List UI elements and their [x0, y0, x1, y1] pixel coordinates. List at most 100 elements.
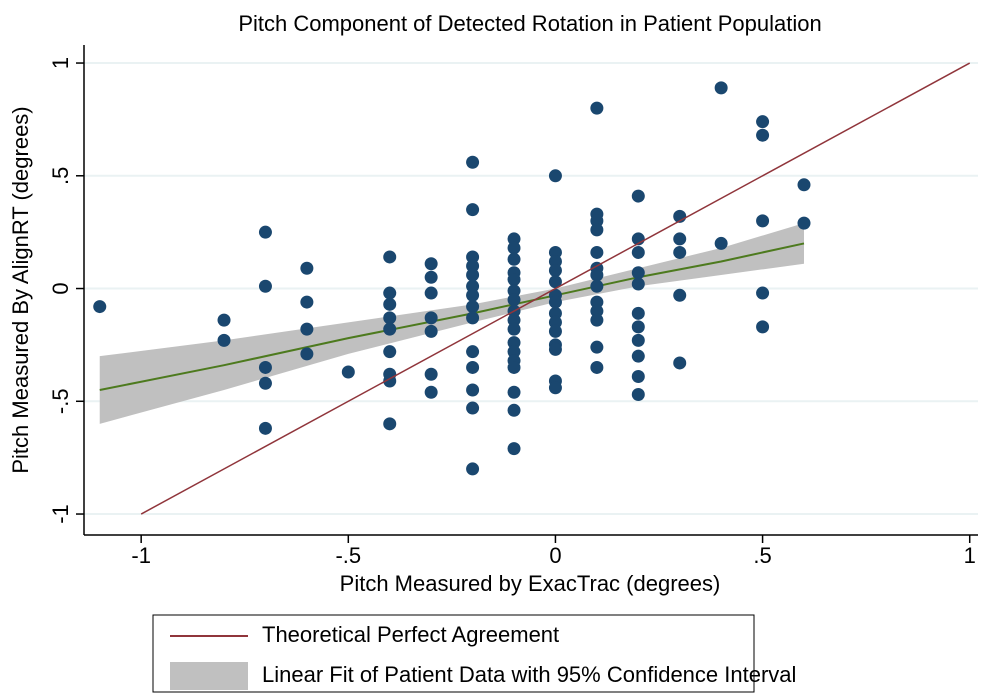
scatter-point — [383, 311, 397, 325]
x-tick-label: -.5 — [335, 543, 361, 568]
scatter-point — [548, 381, 562, 395]
scatter-point — [673, 288, 687, 302]
scatter-point — [507, 345, 521, 359]
scatter-point — [466, 401, 480, 415]
scatter-point — [507, 232, 521, 246]
scatter-point — [548, 306, 562, 320]
scatter-point — [466, 155, 480, 169]
scatter-point — [507, 336, 521, 350]
scatter-point — [590, 279, 604, 293]
scatter-point — [258, 421, 272, 435]
scatter-point — [507, 322, 521, 336]
legend-swatch — [170, 662, 248, 690]
scatter-point — [590, 340, 604, 354]
scatter-point — [507, 293, 521, 307]
scatter-point — [424, 385, 438, 399]
scatter-point — [424, 270, 438, 284]
y-tick-label: 0 — [48, 282, 73, 294]
scatter-point — [507, 313, 521, 327]
scatter-point — [548, 169, 562, 183]
scatter-point — [466, 259, 480, 273]
scatter-point — [424, 257, 438, 271]
x-tick-label: .5 — [753, 543, 771, 568]
scatter-point — [590, 268, 604, 282]
scatter-point — [590, 360, 604, 374]
scatter-point — [217, 333, 231, 347]
legend-label: Linear Fit of Patient Data with 95% Conf… — [262, 662, 796, 687]
scatter-point — [631, 349, 645, 363]
legend-box — [152, 614, 755, 693]
scatter-point — [756, 286, 770, 300]
y-tick-label: 1 — [48, 57, 73, 69]
scatter-point — [383, 286, 397, 300]
scatter-point — [466, 203, 480, 217]
scatter-point — [466, 462, 480, 476]
scatter-point — [341, 365, 355, 379]
scatter-point — [714, 81, 728, 95]
scatter-point — [217, 313, 231, 327]
legend-label: Theoretical Perfect Agreement — [262, 622, 559, 647]
scatter-point — [631, 388, 645, 402]
scatter-point — [548, 324, 562, 338]
scatter-point — [383, 297, 397, 311]
scatter-point — [631, 277, 645, 291]
scatter-point — [466, 360, 480, 374]
scatter-point — [548, 254, 562, 268]
scatter-point — [548, 295, 562, 309]
scatter-point — [466, 345, 480, 359]
x-tick-label: -1 — [131, 543, 151, 568]
y-axis-label: Pitch Measured By AlignRT (degrees) — [8, 106, 33, 473]
scatter-point — [590, 223, 604, 237]
scatter-point — [383, 345, 397, 359]
scatter-point — [507, 403, 521, 417]
scatter-point — [756, 115, 770, 129]
x-axis-label: Pitch Measured by ExacTrac (degrees) — [340, 571, 721, 596]
scatter-point — [631, 320, 645, 334]
fit-line — [99, 242, 805, 391]
agreement-line — [140, 62, 971, 515]
scatter-point — [300, 261, 314, 275]
scatter-point — [590, 214, 604, 228]
scatter-point — [673, 245, 687, 259]
y-tick-label: .5 — [48, 167, 73, 185]
scatter-point — [507, 252, 521, 266]
scatter-point — [631, 266, 645, 280]
x-tick-label: 0 — [549, 543, 561, 568]
scatter-point — [466, 250, 480, 264]
scatter-point — [756, 320, 770, 334]
scatter-point — [507, 241, 521, 255]
scatter-point — [797, 178, 811, 192]
scatter-point — [300, 295, 314, 309]
scatter-point — [548, 245, 562, 259]
scatter-point — [258, 360, 272, 374]
scatter-point — [424, 286, 438, 300]
scatter-point — [590, 245, 604, 259]
scatter-point — [300, 322, 314, 336]
scatter-point — [507, 442, 521, 456]
scatter-point — [466, 311, 480, 325]
scatter-point — [590, 313, 604, 327]
scatter-point — [424, 311, 438, 325]
scatter-point — [590, 101, 604, 115]
scatter-point — [756, 214, 770, 228]
scatter-point — [424, 367, 438, 381]
scatter-point — [631, 245, 645, 259]
scatter-point — [466, 300, 480, 314]
scatter-point — [631, 333, 645, 347]
scatter-point — [507, 284, 521, 298]
confidence-band — [99, 223, 805, 424]
scatter-point — [466, 383, 480, 397]
scatter-point — [797, 216, 811, 230]
scatter-point — [93, 300, 107, 314]
scatter-point — [631, 189, 645, 203]
scatter-point — [300, 347, 314, 361]
scatter-point — [590, 304, 604, 318]
scatter-point — [507, 273, 521, 287]
scatter-point — [424, 324, 438, 338]
scatter-point — [507, 360, 521, 374]
scatter-point — [548, 263, 562, 277]
scatter-point — [590, 295, 604, 309]
y-tick-label: -.5 — [48, 388, 73, 414]
